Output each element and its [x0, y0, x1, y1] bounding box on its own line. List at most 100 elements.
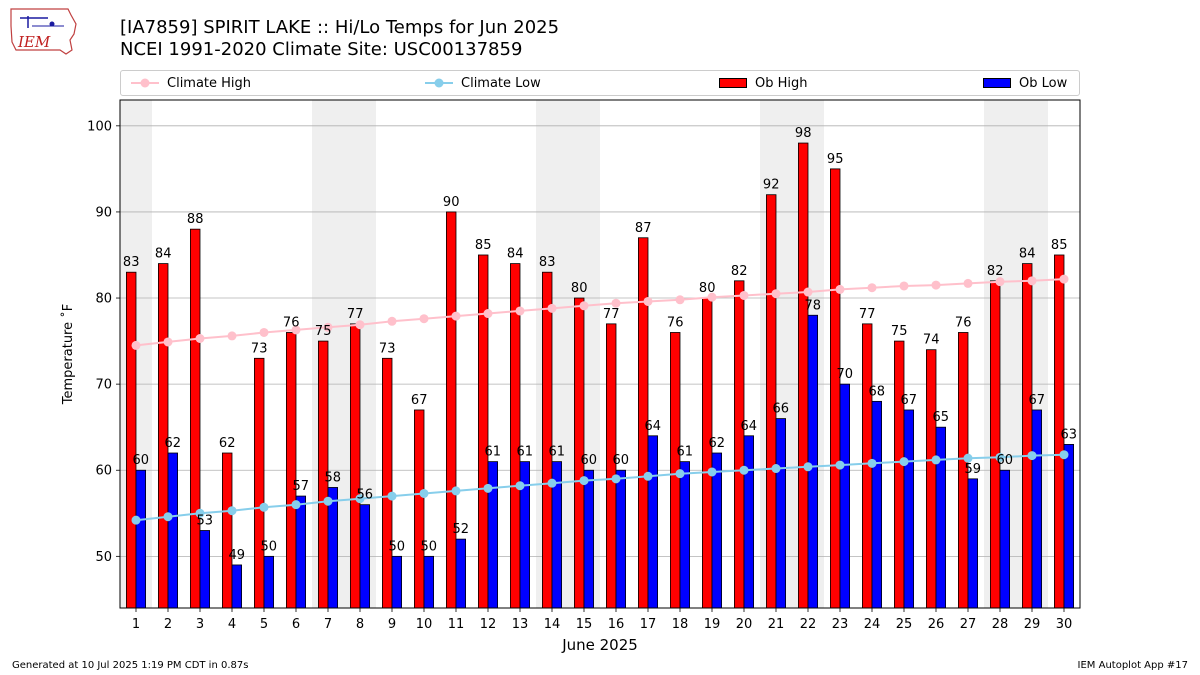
ob-low-label: 50	[261, 539, 278, 554]
ob-low-label: 64	[645, 419, 662, 434]
x-tick-label: 29	[1024, 617, 1041, 632]
ob-high-bar	[381, 357, 393, 609]
ob-high-label: 98	[795, 126, 812, 141]
climate-high-point	[163, 337, 173, 347]
climate-high-point	[771, 289, 781, 299]
y-tick-label: 80	[95, 292, 112, 307]
climate-high-point	[131, 340, 141, 350]
ob-high-label: 74	[923, 333, 940, 348]
ob-low-bar	[167, 452, 179, 609]
climate-high-point	[1027, 276, 1037, 286]
climate-low-point	[259, 502, 269, 512]
legend-item-ob-high: Ob High	[719, 71, 808, 95]
ob-low-label: 61	[677, 445, 694, 460]
ob-low-label: 65	[933, 410, 950, 425]
climate-high-point	[291, 325, 301, 335]
chart-title-block: [IA7859] SPIRIT LAKE :: Hi/Lo Temps for …	[120, 17, 559, 61]
ob-high-label: 85	[1051, 238, 1068, 253]
legend-label: Climate High	[167, 75, 252, 91]
x-tick-label: 12	[480, 617, 497, 632]
ob-low-label: 53	[197, 514, 214, 529]
ob-low-label: 66	[773, 402, 790, 417]
climate-high-point	[515, 306, 525, 316]
climate-high-point	[451, 311, 461, 321]
ob-low-label: 60	[133, 453, 150, 468]
ob-high-label: 90	[443, 195, 460, 210]
climate-high-point	[803, 287, 813, 297]
climate-high-point	[675, 295, 685, 305]
climate-low-point	[195, 508, 205, 518]
x-tick-label: 24	[864, 617, 881, 632]
ob-high-label: 73	[251, 341, 268, 356]
x-tick-label: 1	[132, 617, 140, 632]
ob-high-bar	[990, 280, 1001, 609]
ob-low-bar	[647, 435, 659, 609]
ob-high-label: 76	[955, 315, 972, 330]
legend-label: Climate Low	[461, 75, 541, 91]
ob-low-label: 57	[293, 479, 310, 494]
ob-high-label: 67	[411, 393, 428, 408]
climate-high-point	[867, 283, 877, 293]
legend-item-ob-low: Ob Low	[983, 71, 1067, 95]
ob-high-label: 77	[603, 307, 620, 322]
legend-item-climate-low: Climate Low	[425, 71, 541, 95]
legend-swatch-icon	[983, 78, 1011, 88]
climate-low-point	[163, 512, 173, 522]
ob-high-label: 77	[859, 307, 876, 322]
x-tick-label: 28	[992, 617, 1009, 632]
y-tick-label: 100	[87, 119, 112, 134]
ob-high-label: 76	[667, 315, 684, 330]
ob-high-bar	[926, 349, 937, 609]
ob-high-bar	[734, 280, 745, 609]
chart-title: [IA7859] SPIRIT LAKE :: Hi/Lo Temps for …	[120, 17, 560, 38]
ob-high-label: 76	[283, 315, 300, 330]
climate-high-point	[643, 296, 653, 306]
ob-low-bar	[1063, 444, 1075, 609]
ob-low-label: 62	[165, 436, 182, 451]
climate-low-point	[419, 488, 429, 498]
x-tick-label: 11	[448, 617, 465, 632]
footer-generated: Generated at 10 Jul 2025 1:19 PM CDT in …	[12, 660, 249, 671]
x-tick-label: 4	[228, 617, 236, 632]
ob-low-bar	[999, 469, 1011, 609]
climate-low-point	[931, 455, 941, 465]
x-tick-label: 19	[704, 617, 721, 632]
y-tick-label: 60	[95, 464, 112, 479]
ob-low-label: 67	[901, 393, 918, 408]
climate-high-point	[483, 309, 493, 319]
ob-low-label: 61	[549, 445, 566, 460]
ob-low-bar	[839, 383, 851, 609]
x-tick-label: 23	[832, 617, 849, 632]
x-tick-label: 27	[960, 617, 977, 632]
iowa-map-icon: IEM	[10, 8, 77, 55]
ob-low-bar	[711, 452, 723, 609]
ob-high-label: 88	[187, 212, 204, 227]
climate-high-point	[195, 334, 205, 344]
climate-low-point	[1027, 451, 1037, 461]
climate-low-point	[515, 481, 525, 491]
x-tick-label: 5	[260, 617, 268, 632]
x-tick-label: 14	[544, 617, 561, 632]
climate-high-point	[963, 278, 973, 288]
y-tick-label: 90	[95, 205, 112, 220]
x-tick-label: 26	[928, 617, 945, 632]
ob-low-bar	[935, 426, 947, 609]
legend-line-marker-icon	[131, 78, 159, 88]
climate-high-point	[419, 314, 429, 324]
x-tick-label: 8	[356, 617, 364, 632]
climate-low-point	[963, 453, 973, 463]
ob-high-bar	[445, 211, 457, 609]
ob-high-label: 92	[763, 178, 780, 193]
ob-high-label: 75	[315, 324, 332, 339]
climate-high-point	[995, 277, 1005, 287]
ob-high-bar	[285, 332, 297, 609]
y-tick-label: 50	[95, 550, 112, 565]
ob-low-label: 49	[229, 548, 246, 563]
ob-low-bar	[679, 461, 691, 609]
ob-low-bar	[359, 504, 371, 609]
ob-high-bar	[542, 271, 553, 609]
x-tick-label: 30	[1056, 617, 1073, 632]
ob-high-label: 87	[635, 221, 652, 236]
ob-low-bar	[1031, 409, 1043, 609]
legend-swatch-icon	[719, 78, 747, 88]
